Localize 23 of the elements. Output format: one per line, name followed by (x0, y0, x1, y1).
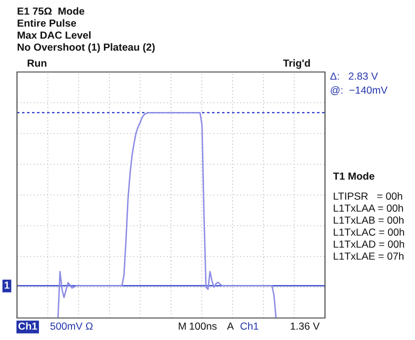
text: No Overshoot (1) Plateau (2) (18, 43, 155, 53)
text: 100ns (190, 322, 217, 330)
text: 500mV Ω (50, 322, 93, 330)
text: L1TxLAD = 00h (334, 240, 404, 248)
text: Ch1 (240, 322, 258, 330)
text: Max DAC Level (18, 31, 91, 39)
text: L1TxLAE = 07h (334, 252, 404, 260)
text: 1.36 V (290, 322, 320, 330)
text: Run (28, 60, 46, 67)
text: @: −140mV (330, 86, 388, 96)
text: 1 (4, 282, 10, 289)
text: T1 Mode (333, 172, 374, 180)
text: L1TxLAB = 00h (334, 216, 404, 224)
text: Entire Pulse (18, 19, 76, 27)
text: L1TxLAA = 00h (334, 204, 403, 212)
text: Δ: 2.83 V (330, 72, 378, 80)
text: L1TxLAC = 00h (334, 228, 404, 236)
text: A (227, 322, 234, 330)
text: Ch1 (18, 322, 38, 330)
text: LTIPSR = 00h (334, 192, 402, 200)
text: E1 75Ω Mode (18, 7, 84, 15)
text: M (178, 322, 186, 330)
text: Trig'd (283, 59, 310, 69)
